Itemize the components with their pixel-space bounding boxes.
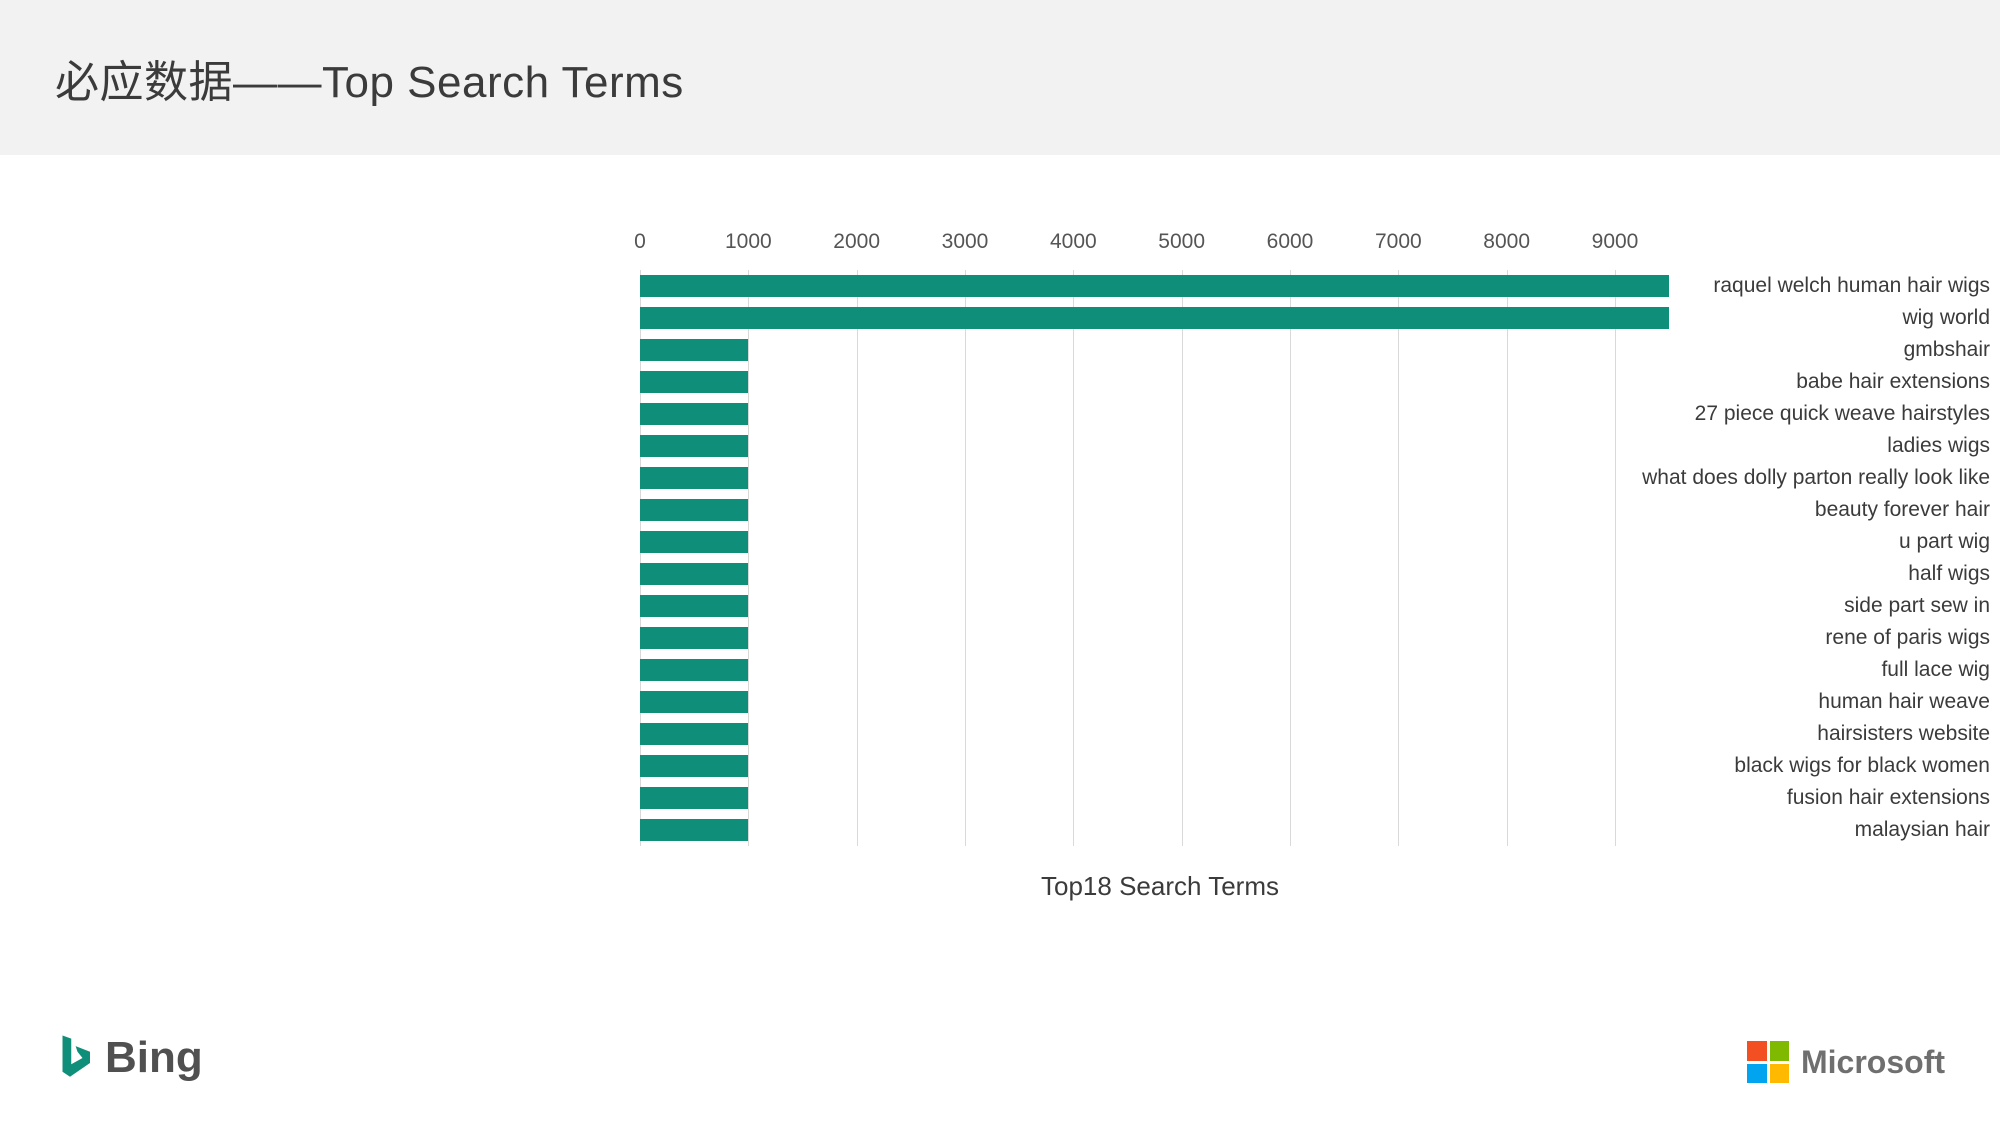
bar xyxy=(640,723,748,745)
bing-icon xyxy=(55,1033,95,1083)
bar-row: hairsisters website xyxy=(0,718,2000,750)
bar xyxy=(640,819,748,841)
bar-row: babe hair extensions xyxy=(0,366,2000,398)
bar xyxy=(640,339,748,361)
bar-label: side part sew in xyxy=(1360,594,2000,618)
bar-row: rene of paris wigs xyxy=(0,622,2000,654)
bar-row: half wigs xyxy=(0,558,2000,590)
chart-caption: Top18 Search Terms xyxy=(640,871,1680,902)
bar xyxy=(640,691,748,713)
bar-label: human hair weave xyxy=(1360,690,2000,714)
bar-row: raquel welch human hair wigs xyxy=(0,270,2000,302)
bar-row: 27 piece quick weave hairstyles xyxy=(0,398,2000,430)
x-tick-label: 1000 xyxy=(725,230,772,254)
bar-label: malaysian hair xyxy=(1360,818,2000,842)
x-tick-label: 9000 xyxy=(1592,230,1639,254)
x-tick-label: 0 xyxy=(634,230,646,254)
bar-label: rene of paris wigs xyxy=(1360,626,2000,650)
bar xyxy=(640,563,748,585)
bar xyxy=(640,403,748,425)
bar xyxy=(640,499,748,521)
bar xyxy=(640,659,748,681)
bar xyxy=(640,627,748,649)
bar xyxy=(640,787,748,809)
bar xyxy=(640,531,748,553)
bar-label: fusion hair extensions xyxy=(1360,786,2000,810)
chart-area: 0 1000 2000 3000 4000 5000 6000 7000 8000 9000 ra… xyxy=(0,230,2000,846)
bar xyxy=(640,435,748,457)
bar xyxy=(640,307,1669,329)
bar xyxy=(640,755,748,777)
header-bar: 必应数据——Top Search Terms xyxy=(0,0,2000,155)
bar-row: u part wig xyxy=(0,526,2000,558)
bar-row: fusion hair extensions xyxy=(0,782,2000,814)
bar xyxy=(640,371,748,393)
bar-row: side part sew in xyxy=(0,590,2000,622)
bar-row: full lace wig xyxy=(0,654,2000,686)
bar xyxy=(640,467,748,489)
bar-label: full lace wig xyxy=(1360,658,2000,682)
bar-label: babe hair extensions xyxy=(1360,370,2000,394)
bar-label: ladies wigs xyxy=(1360,434,2000,458)
bing-logo: Bing xyxy=(55,1033,203,1083)
microsoft-label: Microsoft xyxy=(1801,1044,1945,1081)
bar-row: wig world xyxy=(0,302,2000,334)
microsoft-logo: Microsoft xyxy=(1747,1041,1945,1083)
bar-label: beauty forever hair xyxy=(1360,498,2000,522)
bar-label: u part wig xyxy=(1360,530,2000,554)
bar-row: beauty forever hair xyxy=(0,494,2000,526)
x-tick-label: 2000 xyxy=(833,230,880,254)
bing-label: Bing xyxy=(105,1033,203,1083)
x-tick-label: 5000 xyxy=(1158,230,1205,254)
bar-row: black wigs for black women xyxy=(0,750,2000,782)
bar-row: what does dolly parton really look like xyxy=(0,462,2000,494)
bar-label: black wigs for black women xyxy=(1360,754,2000,778)
x-tick-label: 4000 xyxy=(1050,230,1097,254)
x-tick-label: 3000 xyxy=(942,230,989,254)
bar-row: gmbshair xyxy=(0,334,2000,366)
x-tick-label: 7000 xyxy=(1375,230,1422,254)
microsoft-squares-icon xyxy=(1747,1041,1789,1083)
chart-plot: raquel welch human hair wigswig world gmb… xyxy=(0,270,2000,846)
slide-root: 必应数据——Top Search Terms 0 1000 2000 3000 4000… xyxy=(0,0,2000,1125)
page-title: 必应数据——Top Search Terms xyxy=(55,46,684,110)
footer: Bing Microsoft xyxy=(0,1005,2000,1125)
bar-label: gmbshair xyxy=(1360,338,2000,362)
bar-label: half wigs xyxy=(1360,562,2000,586)
bar-label: 27 piece quick weave hairstyles xyxy=(1360,402,2000,426)
bar-row: human hair weave xyxy=(0,686,2000,718)
bar-row: ladies wigs xyxy=(0,430,2000,462)
x-tick-label: 8000 xyxy=(1483,230,1530,254)
bar xyxy=(640,275,1669,297)
bar xyxy=(640,595,748,617)
x-tick-label: 6000 xyxy=(1267,230,1314,254)
bar-label: hairsisters website xyxy=(1360,722,2000,746)
bar-row: malaysian hair xyxy=(0,814,2000,846)
bar-label: what does dolly parton really look like xyxy=(1360,466,2000,490)
x-axis: 0 1000 2000 3000 4000 5000 6000 7000 8000 9000 xyxy=(0,230,2000,270)
